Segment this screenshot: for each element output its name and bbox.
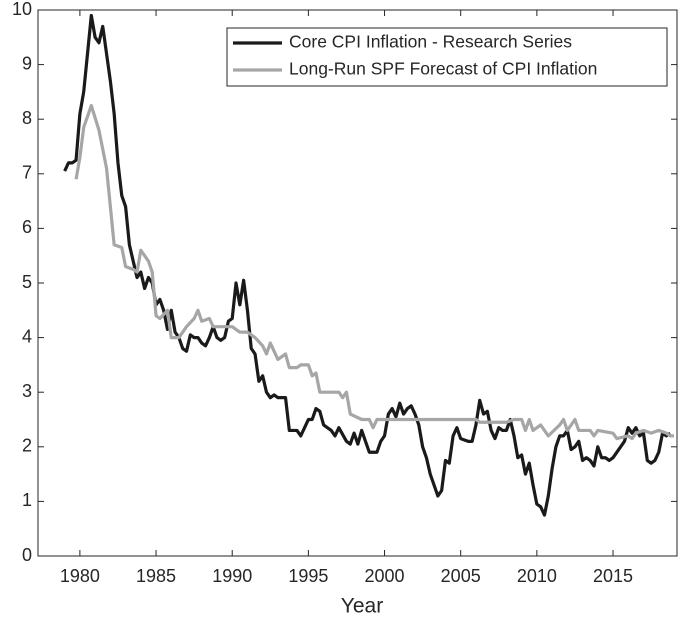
x-tick-label: 1980: [60, 566, 100, 586]
plot-frame: [37, 9, 678, 557]
x-tick-label: 2005: [441, 566, 481, 586]
y-tick-label: 7: [22, 163, 32, 183]
series-line: [63, 13, 672, 517]
x-tick-label: 2015: [593, 566, 633, 586]
y-tick-label: 2: [22, 436, 32, 456]
y-tick-label: 6: [22, 217, 32, 237]
y-tick-label: 4: [22, 326, 32, 346]
y-tick-label: 0: [22, 545, 32, 565]
y-tick-label: 3: [22, 381, 32, 401]
x-tick-label: 1985: [136, 566, 176, 586]
x-tick-label: 2000: [365, 566, 405, 586]
legend-label: Long-Run SPF Forecast of CPI Inflation: [289, 59, 597, 79]
y-tick-label: 10: [12, 0, 32, 19]
x-tick-label: 2010: [517, 566, 557, 586]
y-tick-label: 8: [22, 108, 32, 128]
legend-label: Core CPI Inflation - Research Series: [289, 32, 572, 52]
legend-box: [226, 27, 668, 87]
series-line: [74, 103, 674, 441]
x-axis-label: Year: [341, 595, 383, 618]
y-tick-label: 9: [22, 53, 32, 73]
y-tick-label: 5: [22, 272, 32, 292]
y-tick-label: 1: [22, 490, 32, 510]
x-tick-label: 1995: [288, 566, 328, 586]
x-tick-label: 1990: [212, 566, 252, 586]
